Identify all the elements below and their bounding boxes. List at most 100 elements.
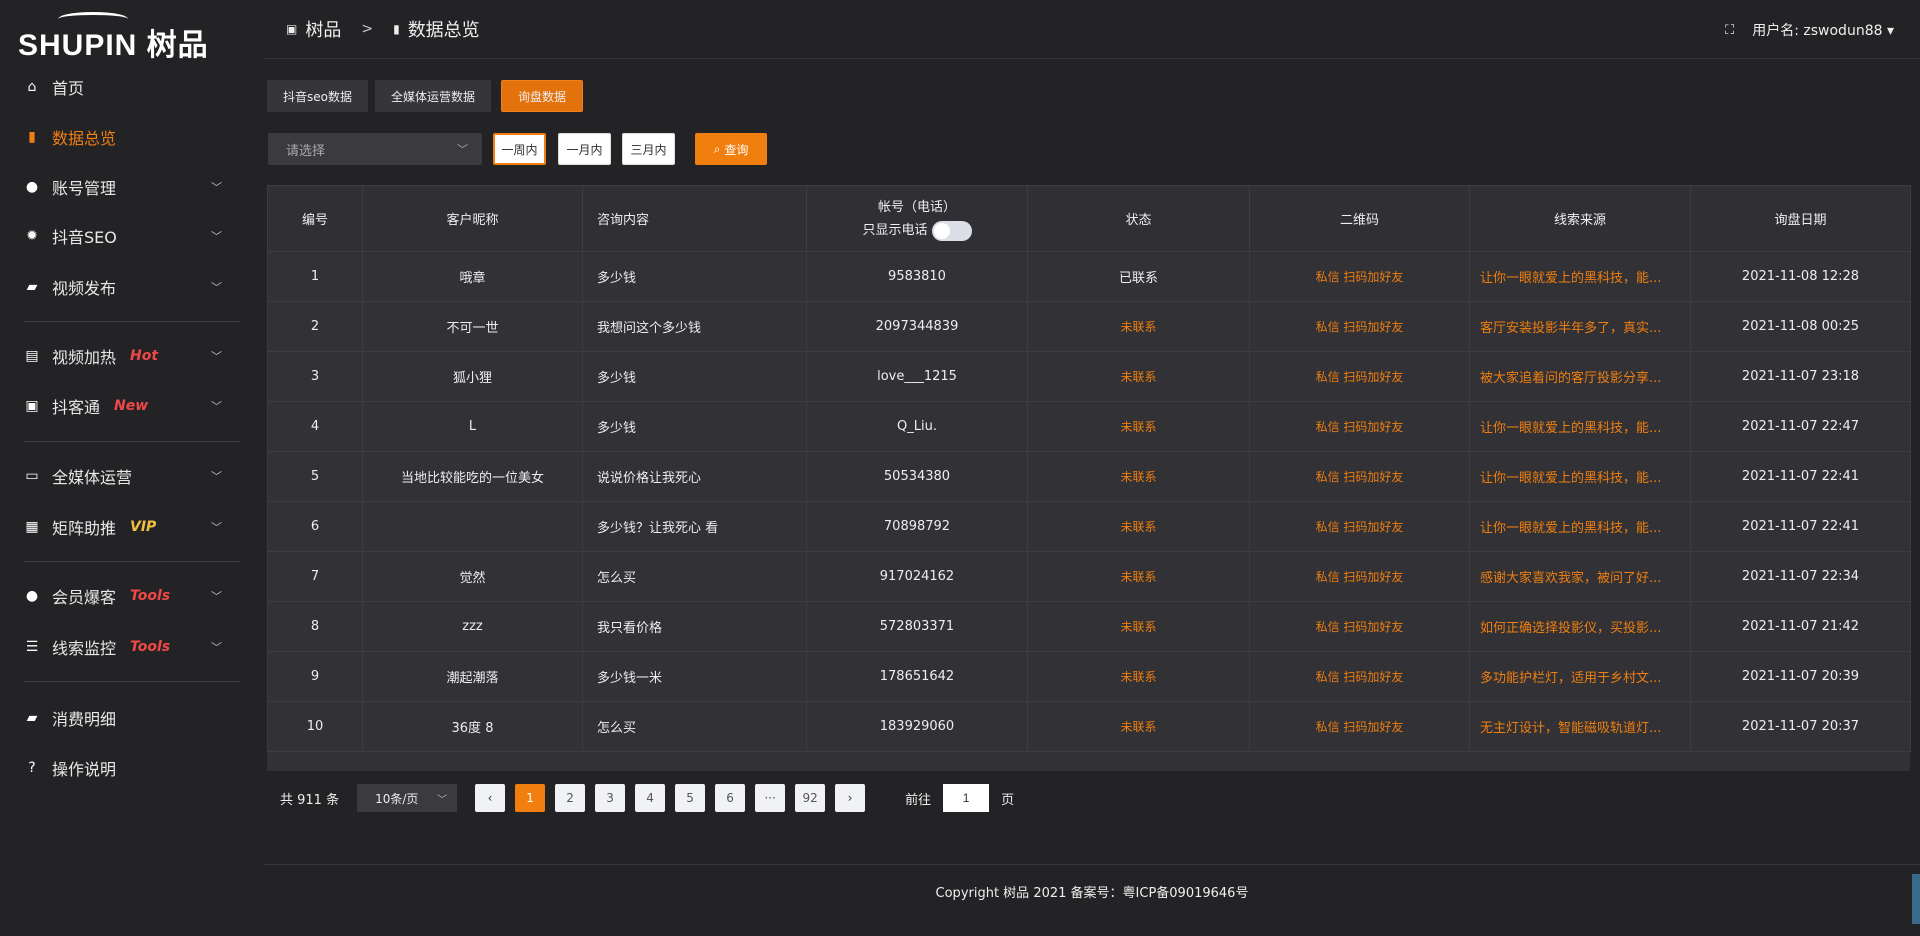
cell-source-link[interactable]: 如何正确选择投影仪，买投影...	[1469, 601, 1691, 652]
sliders-icon: ☰	[25, 639, 39, 655]
cell-date: 2021-11-07 21:42	[1690, 601, 1911, 652]
footer: Copyright 树品 2021 备案号：粤ICP备09019646号	[935, 886, 1249, 901]
sidebar-item-11[interactable]: ▰ 消费明细	[0, 698, 264, 738]
chevron-down-icon: ﹀	[437, 794, 448, 806]
cell-source-link[interactable]: 被大家追着问的客厅投影分享...	[1469, 351, 1691, 402]
tab-inquiry[interactable]: 询盘数据	[501, 80, 584, 112]
cell-source-link[interactable]: 多功能护栏灯，适用于乡村文...	[1469, 651, 1691, 702]
range-month-button[interactable]: 一月内	[558, 133, 611, 165]
page-button[interactable]: 1	[515, 784, 546, 812]
cell-date: 2021-11-07 22:47	[1690, 401, 1911, 452]
next-page-button[interactable]: ›	[835, 784, 866, 812]
cell-qrcode-link[interactable]: 私信 扫码加好友	[1249, 701, 1470, 752]
sidebar-item-label: 抖客通	[52, 398, 101, 417]
cell-qrcode-link[interactable]: 私信 扫码加好友	[1249, 501, 1470, 552]
cell-nickname: zzz	[362, 601, 583, 652]
cell-qrcode-link[interactable]: 私信 扫码加好友	[1249, 251, 1470, 302]
sidebar-item-label: 线索监控	[52, 639, 117, 658]
sidebar-divider	[24, 681, 240, 682]
sidebar-item-2[interactable]: ● 账号管理 ﹀	[0, 167, 264, 207]
tab-all-media[interactable]: 全媒体运营数据	[375, 80, 492, 112]
breadcrumb: ▣ 树品 > ▮ 数据总览	[286, 16, 480, 42]
sidebar-badge: Tools	[130, 639, 171, 655]
query-button[interactable]: ⌕ 查询	[695, 133, 767, 165]
sidebar-item-8[interactable]: ▦ 矩阵助推 VIP ﹀	[0, 507, 264, 547]
cell-id: 10	[267, 701, 363, 752]
cell-source-link[interactable]: 让你一眼就爱上的黑科技，能...	[1469, 401, 1691, 452]
cell-account: 572803371	[806, 601, 1028, 652]
cell-qrcode-link[interactable]: 私信 扫码加好友	[1249, 651, 1470, 702]
table-row: 1 哦章 多少钱 9583810 已联系 私信 扫码加好友 让你一眼就爱上的黑科…	[267, 251, 1911, 302]
sidebar-item-label: 消费明细	[52, 710, 117, 729]
cell-source-link[interactable]: 让你一眼就爱上的黑科技，能...	[1469, 451, 1691, 502]
col-content: 咨询内容	[582, 185, 807, 252]
breadcrumb-separator: >	[361, 21, 374, 37]
breadcrumb-root[interactable]: 树品	[305, 20, 342, 41]
sidebar-item-7[interactable]: ▭ 全媒体运营 ﹀	[0, 456, 264, 496]
page-button[interactable]: 5	[675, 784, 706, 812]
sidebar-item-0[interactable]: ⌂ 首页	[0, 67, 264, 107]
prev-page-button[interactable]: ‹	[475, 784, 506, 812]
cell-qrcode-link[interactable]: 私信 扫码加好友	[1249, 351, 1470, 402]
flame-icon: ▤	[25, 348, 39, 364]
sidebar-item-4[interactable]: ▰ 视频发布 ﹀	[0, 267, 264, 307]
sidebar-badge: Hot	[130, 348, 159, 364]
cell-status: 未联系	[1027, 551, 1250, 602]
monitor-icon: ▭	[25, 468, 39, 484]
page-button[interactable]: ···	[755, 784, 786, 812]
page-button[interactable]: 2	[555, 784, 586, 812]
sidebar-item-6[interactable]: ▣ 抖客通 New ﹀	[0, 386, 264, 426]
table-row: 8 zzz 我只看价格 572803371 未联系 私信 扫码加好友 如何正确选…	[267, 601, 1911, 652]
page-button[interactable]: 3	[595, 784, 626, 812]
sidebar-badge: VIP	[130, 519, 157, 535]
sidebar-item-9[interactable]: ● 会员爆客 Tools ﹀	[0, 576, 264, 616]
sidebar-item-label: 数据总览	[52, 129, 117, 148]
footer-divider	[264, 864, 1920, 865]
range-week-button[interactable]: 一周内	[493, 133, 546, 165]
logo: SHUPIN 树品	[18, 12, 228, 62]
cell-qrcode-link[interactable]: 私信 扫码加好友	[1249, 551, 1470, 602]
phone-only-toggle[interactable]	[931, 220, 972, 241]
scrollbar[interactable]	[1912, 874, 1920, 924]
sidebar-item-1[interactable]: ▮ 数据总览	[0, 117, 264, 157]
cell-source-link[interactable]: 让你一眼就爱上的黑科技，能...	[1469, 501, 1691, 552]
cell-source-link[interactable]: 无主灯设计，智能磁吸轨道灯...	[1469, 701, 1691, 752]
user-menu[interactable]: 用户名: zswodun88 ▾	[1752, 23, 1894, 39]
page-button[interactable]: 92	[795, 784, 826, 812]
cell-status: 已联系	[1027, 251, 1250, 302]
goto-page-input[interactable]	[943, 784, 990, 812]
cell-status: 未联系	[1027, 601, 1250, 652]
range-3month-button[interactable]: 三月内	[622, 133, 675, 165]
cell-qrcode-link[interactable]: 私信 扫码加好友	[1249, 601, 1470, 652]
page-button[interactable]: 4	[635, 784, 666, 812]
source-select[interactable]: 请选择 ﹀	[268, 133, 482, 165]
cell-account: 50534380	[806, 451, 1028, 502]
cell-id: 6	[267, 501, 363, 552]
sidebar-item-10[interactable]: ☰ 线索监控 Tools ﹀	[0, 627, 264, 667]
page-button[interactable]: 6	[715, 784, 746, 812]
cell-source-link[interactable]: 让你一眼就爱上的黑科技，能...	[1469, 251, 1691, 302]
cell-id: 2	[267, 301, 363, 352]
tab-douyin-seo[interactable]: 抖音seo数据	[267, 80, 368, 112]
sidebar-item-5[interactable]: ▤ 视频加热 Hot ﹀	[0, 336, 264, 376]
sidebar-item-3[interactable]: ✹ 抖音SEO ﹀	[0, 216, 264, 256]
cell-content: 多少钱	[582, 351, 807, 402]
cell-qrcode-link[interactable]: 私信 扫码加好友	[1249, 451, 1470, 502]
cell-qrcode-link[interactable]: 私信 扫码加好友	[1249, 301, 1470, 352]
member-icon: ●	[25, 588, 39, 604]
cell-qrcode-link[interactable]: 私信 扫码加好友	[1249, 401, 1470, 452]
cell-source-link[interactable]: 客厅安装投影半年多了，真实...	[1469, 301, 1691, 352]
cell-id: 3	[267, 351, 363, 402]
header: ▣ 树品 > ▮ 数据总览 ⛶ 用户名: zswodun88 ▾	[264, 0, 1920, 59]
sidebar-badge: New	[114, 398, 149, 414]
sidebar-item-12[interactable]: ? 操作说明	[0, 748, 264, 788]
cell-account: 183929060	[806, 701, 1028, 752]
page-size-select[interactable]: 10条/页 ﹀	[357, 784, 458, 812]
cell-id: 5	[267, 451, 363, 502]
fullscreen-icon[interactable]: ⛶	[1725, 22, 1735, 38]
chevron-down-icon: ﹀	[211, 281, 222, 294]
cell-source-link[interactable]: 感谢大家喜欢我家，被问了好...	[1469, 551, 1691, 602]
chevron-down-icon: ﹀	[211, 521, 222, 534]
col-status: 状态	[1027, 185, 1250, 252]
cell-content: 怎么买	[582, 551, 807, 602]
